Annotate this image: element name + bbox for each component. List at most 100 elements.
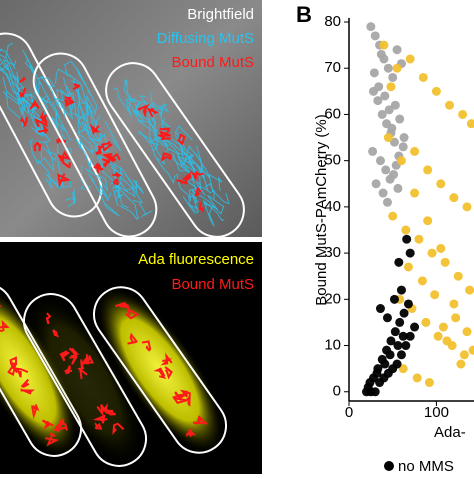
point — [439, 323, 448, 332]
point — [469, 346, 474, 355]
point — [384, 133, 393, 142]
point — [414, 235, 423, 244]
point — [385, 105, 394, 114]
point — [441, 258, 450, 267]
point — [449, 299, 458, 308]
point — [386, 82, 395, 91]
point — [376, 156, 385, 165]
point — [406, 249, 415, 258]
point — [384, 64, 393, 73]
point — [432, 87, 441, 96]
point — [456, 360, 465, 369]
point — [380, 91, 389, 100]
point — [379, 41, 388, 50]
point — [458, 110, 467, 119]
point — [380, 360, 389, 369]
point — [386, 350, 395, 359]
point — [425, 378, 434, 387]
point — [399, 332, 408, 341]
point — [400, 133, 409, 142]
point — [389, 170, 398, 179]
point — [376, 304, 385, 313]
point — [395, 318, 404, 327]
point — [394, 258, 403, 267]
y-tick-label: 30 — [324, 244, 341, 261]
point — [410, 323, 419, 332]
image-label: Bound MutS — [171, 54, 254, 71]
y-tick-label: 10 — [324, 337, 341, 354]
point — [410, 147, 419, 156]
point — [372, 179, 381, 188]
point — [463, 327, 472, 336]
image-label: Brightfield — [187, 6, 254, 23]
point — [445, 101, 454, 110]
y-tick-label: 80 — [324, 13, 341, 30]
y-tick-label: 20 — [324, 290, 341, 307]
point — [451, 313, 460, 322]
x-tick-label: 0 — [345, 404, 353, 421]
y-tick-label: 50 — [324, 152, 341, 169]
point — [383, 198, 392, 207]
point — [421, 318, 430, 327]
point — [410, 189, 419, 198]
point — [463, 202, 472, 211]
point — [428, 249, 437, 258]
point — [467, 119, 474, 128]
point — [449, 193, 458, 202]
point — [404, 262, 413, 271]
y-tick-label: 60 — [324, 105, 341, 122]
point — [430, 290, 439, 299]
point — [436, 244, 445, 253]
point — [390, 295, 399, 304]
point — [381, 165, 390, 174]
point — [383, 313, 392, 322]
x-axis-label: Ada- — [434, 424, 466, 441]
point — [454, 272, 463, 281]
point — [393, 360, 402, 369]
point — [401, 225, 410, 234]
legend-marker — [384, 461, 394, 471]
point — [397, 350, 406, 359]
y-tick-label: 70 — [324, 59, 341, 76]
point — [397, 286, 406, 295]
image-label: Bound MutS — [171, 276, 254, 293]
y-tick-label: 40 — [324, 198, 341, 215]
point — [400, 309, 409, 318]
point — [418, 276, 427, 285]
panel-label: B — [296, 2, 312, 27]
point — [371, 31, 380, 40]
point — [413, 373, 422, 382]
image-label: Ada fluorescence — [138, 251, 254, 268]
point — [387, 124, 396, 133]
point — [391, 327, 400, 336]
image-label: Diffusing MutS — [157, 30, 254, 47]
point — [368, 147, 377, 156]
point — [377, 50, 386, 59]
point — [402, 235, 411, 244]
point — [399, 142, 408, 151]
point — [395, 115, 404, 124]
point — [379, 189, 388, 198]
point — [388, 212, 397, 221]
point — [460, 350, 469, 359]
point — [366, 22, 375, 31]
point — [419, 73, 428, 82]
point — [388, 73, 397, 82]
point — [436, 179, 445, 188]
point — [406, 54, 415, 63]
point — [423, 165, 432, 174]
y-tick-label: 0 — [333, 383, 341, 400]
point — [434, 332, 443, 341]
point — [393, 64, 402, 73]
x-tick-label: 100 — [424, 404, 449, 421]
point — [374, 82, 383, 91]
point — [372, 369, 381, 378]
point — [365, 378, 374, 387]
point — [465, 286, 474, 295]
point — [423, 216, 432, 225]
point — [393, 45, 402, 54]
point — [442, 336, 451, 345]
point — [404, 299, 413, 308]
